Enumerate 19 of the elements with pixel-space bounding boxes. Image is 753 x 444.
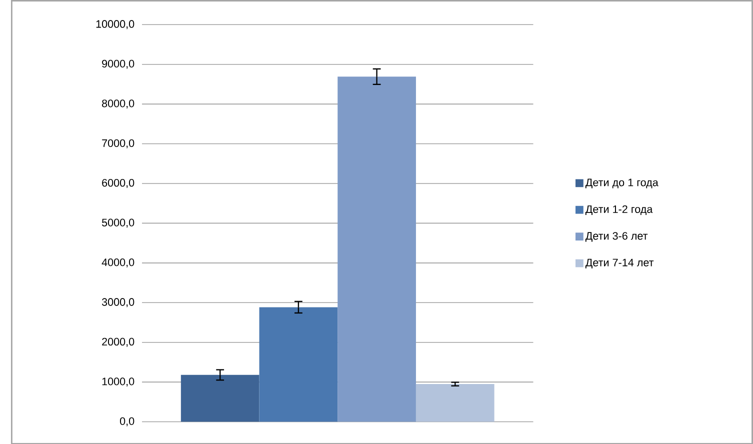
legend-label: Дети 1-2 года	[585, 205, 653, 215]
y-tick-label: 6000,0	[102, 178, 134, 188]
y-tick-label: 1000,0	[102, 377, 134, 386]
y-tick-label: 3000,0	[102, 298, 134, 307]
legend-label: Дети 7-14 лет	[585, 258, 654, 268]
bar	[338, 76, 416, 422]
y-tick-label: 0,0	[120, 417, 134, 426]
y-tick-label: 2000,0	[102, 338, 134, 347]
bar	[259, 306, 338, 422]
y-tick-label: 5000,0	[102, 218, 134, 228]
y-tick-label: 8000,0	[102, 99, 134, 108]
legend-label: Дети 3-6 лет	[585, 232, 648, 242]
bar	[180, 374, 260, 422]
legend-label: Дети до 1 года	[585, 178, 658, 188]
y-tick-label: 10000,0	[96, 20, 134, 29]
y-tick-label: 4000,0	[102, 258, 134, 268]
bar	[416, 384, 494, 422]
y-tick-label: 9000,0	[102, 60, 134, 69]
y-tick-label: 7000,0	[102, 139, 134, 148]
